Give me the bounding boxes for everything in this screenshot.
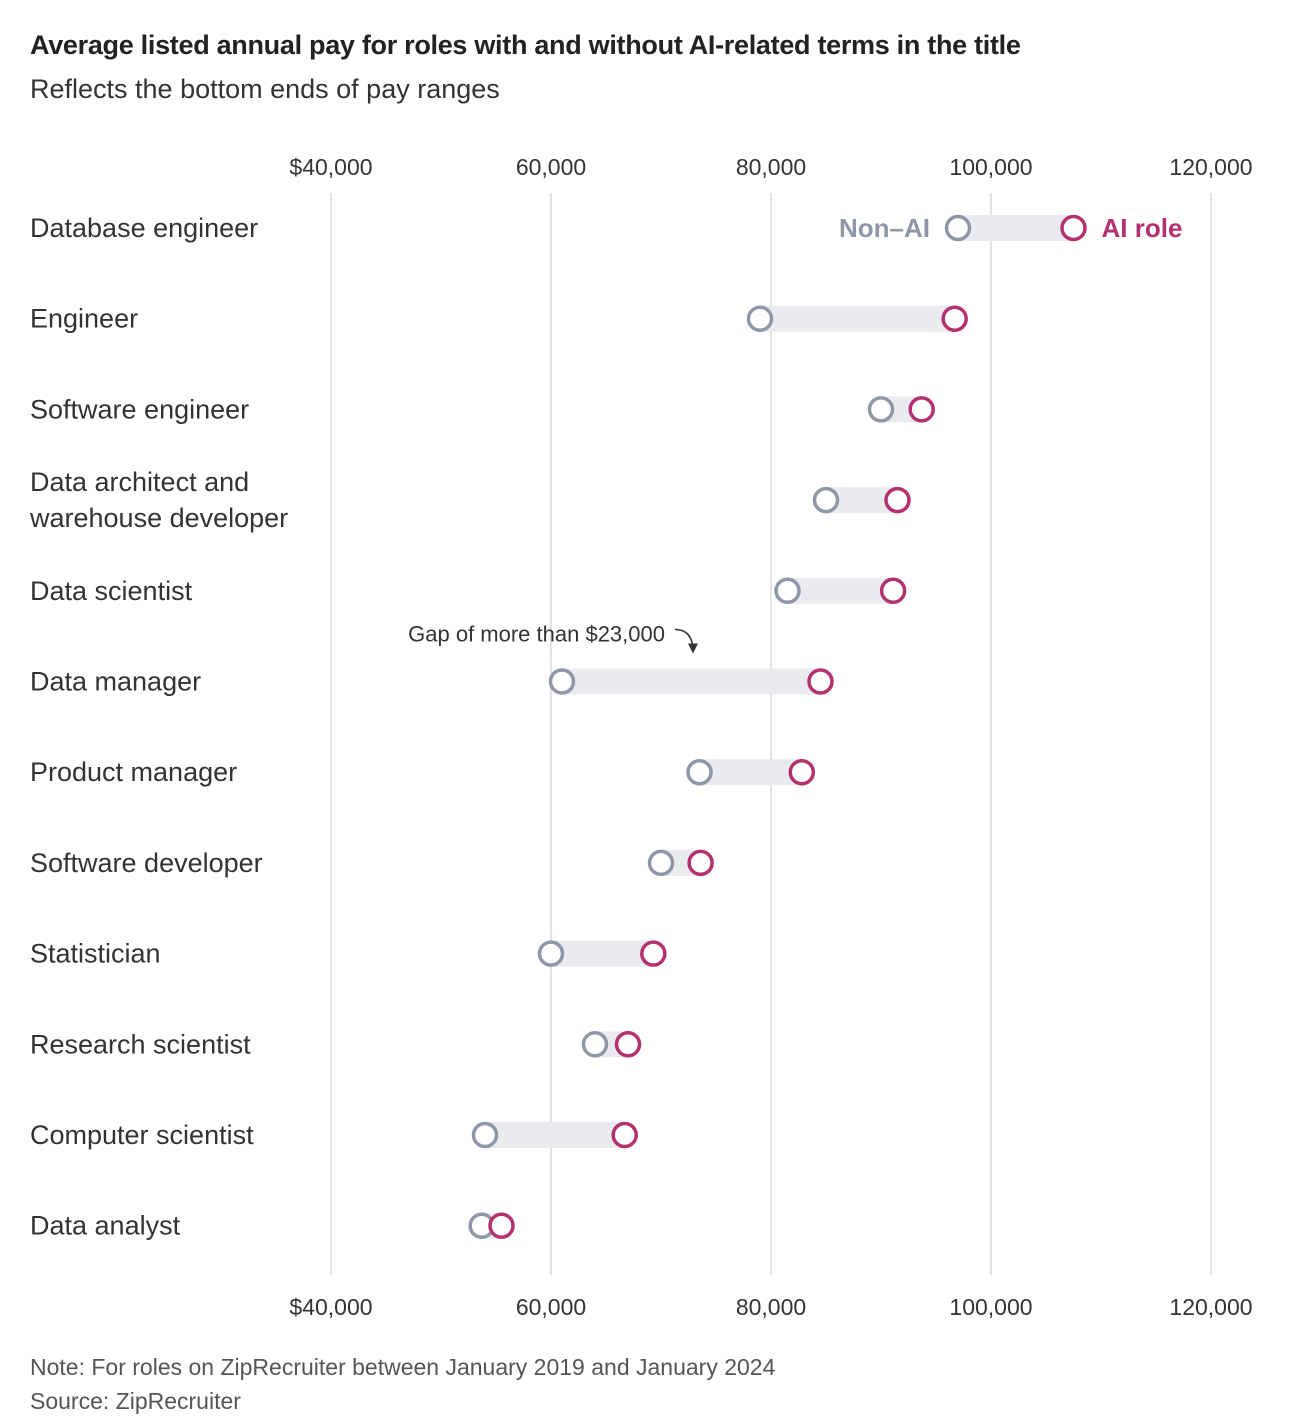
category-label: Database engineer: [30, 213, 258, 243]
category-label: Product manager: [30, 757, 237, 787]
category-label: Engineer: [30, 304, 138, 334]
ai-point: [941, 305, 968, 332]
x-tick-label-top: 80,000: [736, 154, 806, 180]
x-tick-label-bottom: 60,000: [516, 1294, 586, 1320]
annotation-text: Gap of more than $23,000: [408, 622, 665, 647]
ai-point: [687, 849, 714, 877]
ai-point: [908, 396, 935, 423]
non-ai-point: [944, 214, 972, 242]
annotation-arrowhead: [688, 643, 698, 654]
source-text: Source: ZipRecruiter: [30, 1388, 241, 1414]
category-label: Software developer: [30, 848, 263, 878]
range-bar: [551, 940, 654, 967]
chart-title: Average listed annual pay for roles with…: [30, 30, 1021, 60]
ai-point: [788, 758, 816, 786]
category-label: Statistician: [30, 939, 161, 969]
non-ai-point: [548, 668, 576, 695]
category-label-line: warehouse developer: [29, 503, 288, 533]
x-tick-label-bottom: $40,000: [289, 1294, 372, 1320]
ai-point: [488, 1212, 515, 1239]
category-label: Data analyst: [30, 1211, 181, 1241]
category-label: Research scientist: [30, 1029, 251, 1059]
x-tick-label-top: 60,000: [516, 154, 586, 180]
range-bar: [787, 577, 894, 604]
range-bar: [699, 759, 802, 786]
range-bar: [485, 1122, 625, 1148]
ai-point: [640, 940, 667, 967]
non-ai-point: [537, 940, 565, 967]
ai-point: [614, 1031, 642, 1058]
note-text: Note: For roles on ZipRecruiter between …: [30, 1354, 776, 1380]
category-label: Data manager: [30, 667, 201, 697]
ai-point: [807, 668, 834, 695]
category-label-line: Data architect and: [30, 467, 249, 497]
non-ai-point: [867, 396, 895, 423]
range-bar: [958, 215, 1074, 241]
non-ai-point: [581, 1031, 609, 1058]
x-tick-label-top: $40,000: [289, 154, 372, 180]
x-tick-label-top: 120,000: [1169, 154, 1252, 180]
ai-point: [884, 486, 911, 514]
ai-point: [1060, 214, 1087, 242]
range-bar: [760, 305, 955, 332]
category-label: Data architect and warehouse developer: [29, 467, 288, 533]
ai-point: [879, 577, 907, 605]
non-ai-point: [471, 1121, 499, 1149]
legend-non-ai-label: Non–AI: [839, 213, 930, 243]
non-ai-point: [647, 849, 675, 877]
x-tick-label-top: 100,000: [949, 154, 1032, 180]
chart-subtitle: Reflects the bottom ends of pay ranges: [30, 74, 500, 104]
category-label: Computer scientist: [30, 1120, 254, 1150]
x-tick-label-bottom: 80,000: [736, 1294, 806, 1320]
dumbbell-chart: $40,000 $40,000 60,000 60,000 80,000 80,000 10…: [29, 154, 1253, 1320]
category-label: Software engineer: [30, 394, 249, 424]
footnote: Note: For roles on ZipRecruiter between …: [30, 1350, 775, 1418]
non-ai-point: [686, 758, 713, 786]
range-bar: [562, 668, 821, 695]
non-ai-point: [746, 305, 774, 332]
x-tick-label-bottom: 100,000: [949, 1294, 1032, 1320]
legend-ai-label: AI role: [1102, 213, 1183, 243]
x-tick-label-bottom: 120,000: [1169, 1294, 1252, 1320]
non-ai-point: [812, 486, 840, 514]
non-ai-point: [774, 577, 801, 605]
ai-point: [611, 1121, 638, 1149]
category-label: Data scientist: [30, 576, 193, 606]
